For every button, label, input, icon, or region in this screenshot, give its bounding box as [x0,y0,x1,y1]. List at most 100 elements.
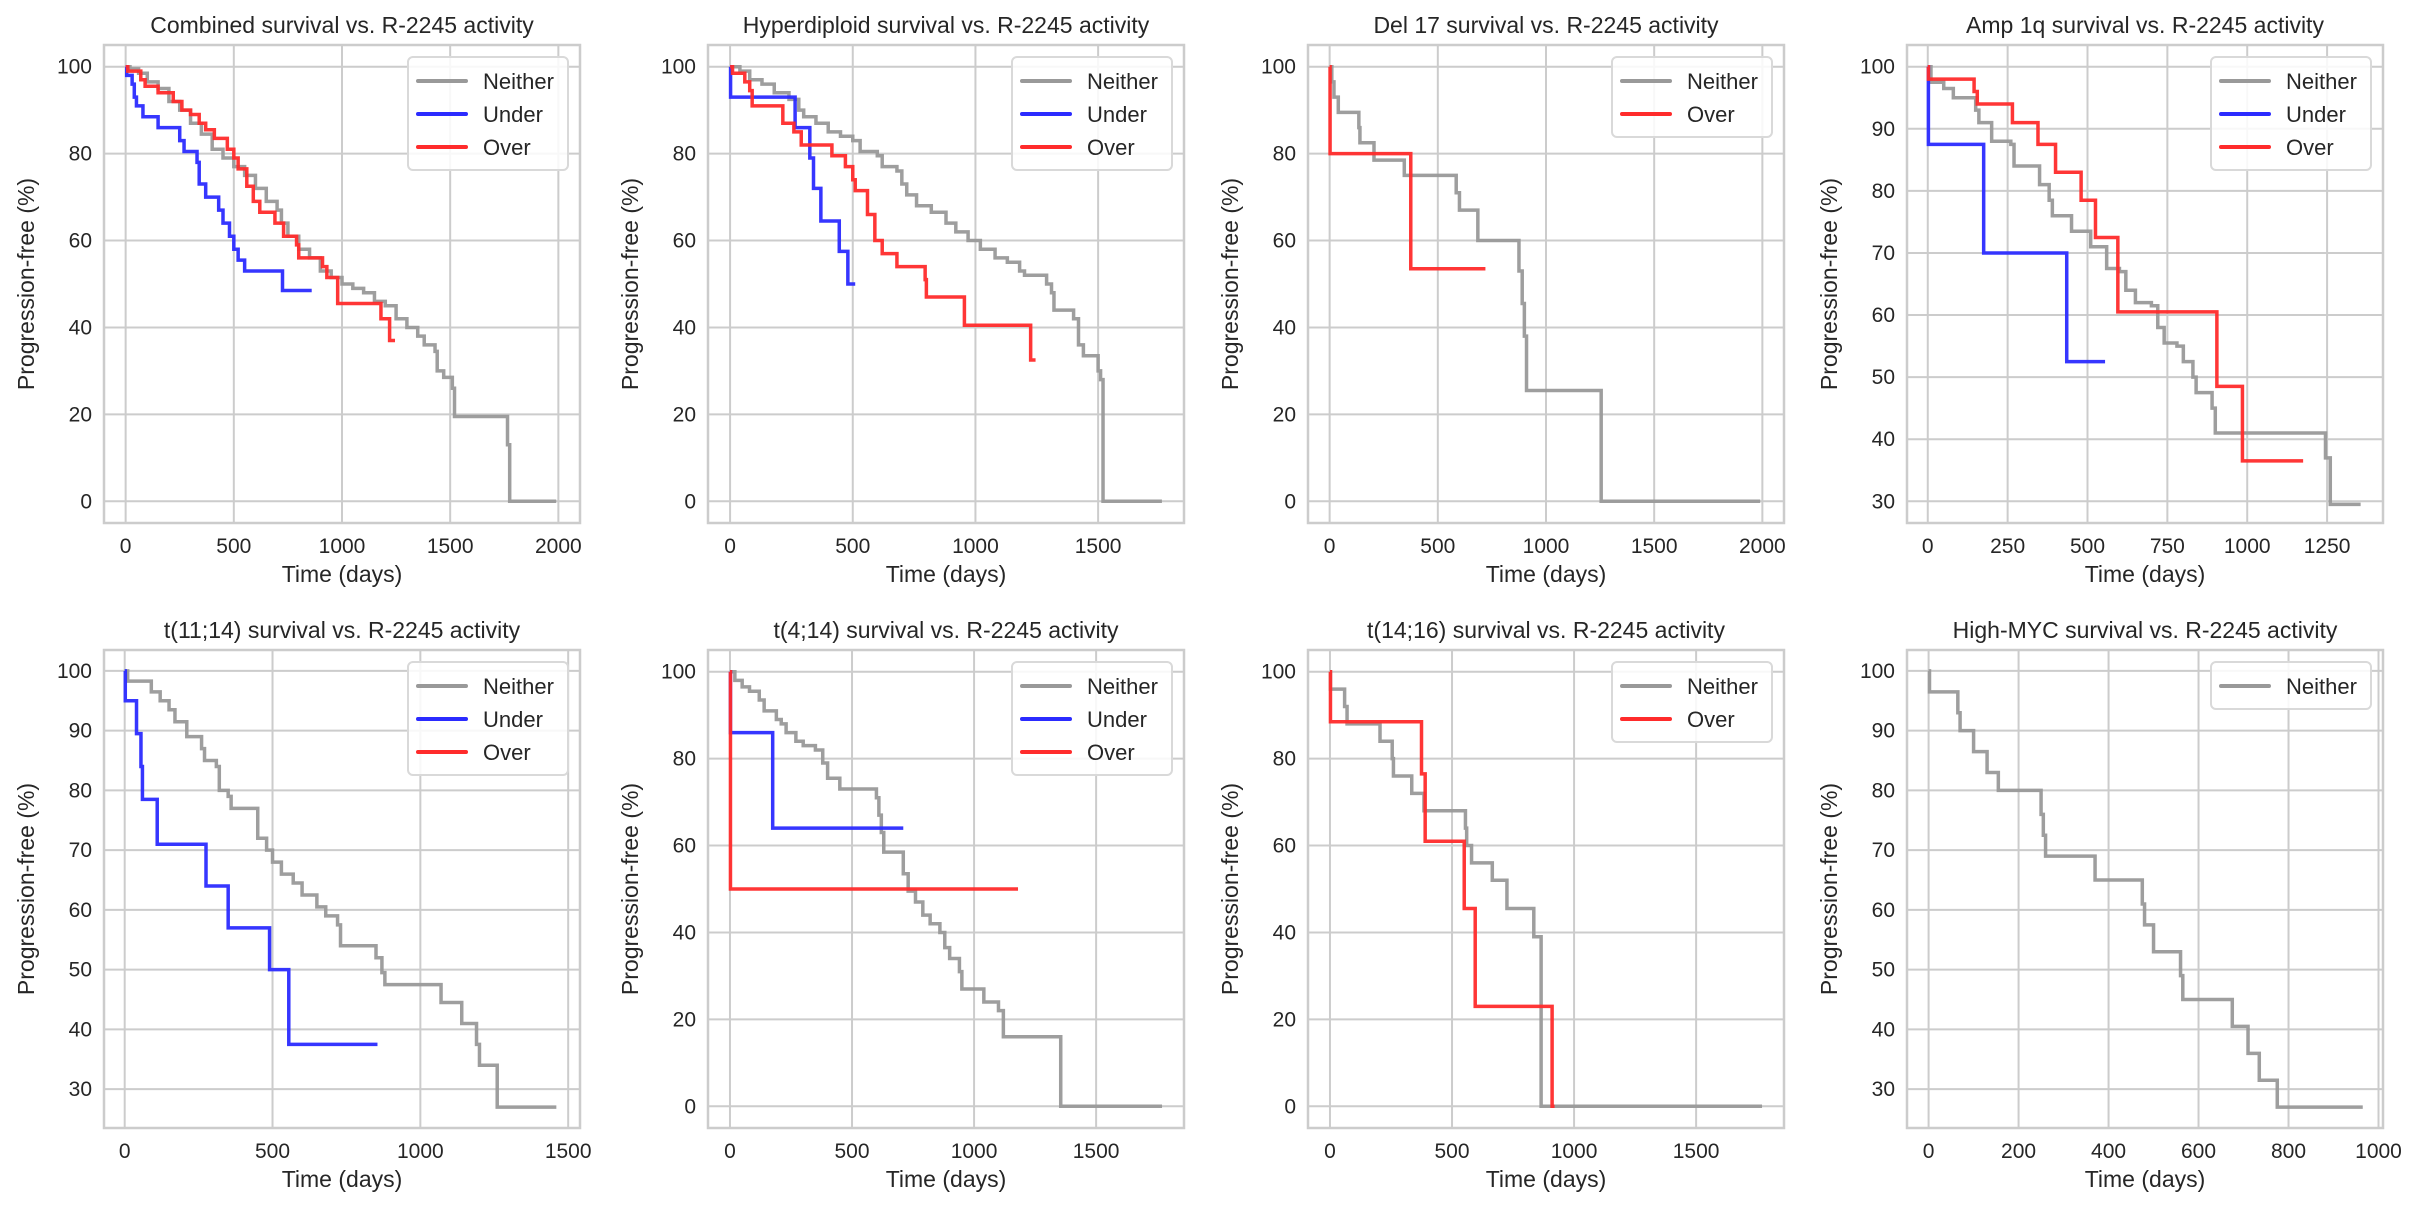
x-tick-label: 500 [834,1140,869,1163]
y-tick-label: 80 [69,143,92,166]
y-tick-label: 20 [673,403,696,426]
legend: Neither Over [1611,661,1773,743]
series-line-neither [729,669,1163,1109]
series-line-neither [1927,669,2363,1109]
y-tick-label: 100 [661,661,696,684]
legend-label-over: Over [1087,135,1135,160]
legend-label-over: Over [2286,135,2334,160]
x-tick-label: 1000 [397,1140,444,1163]
y-axis-label: Progression-free (%) [1217,178,1243,390]
y-tick-label: 80 [1872,180,1895,203]
series-line-over [1926,64,2304,463]
x-tick-label: 0 [120,535,132,558]
y-tick-label: 40 [69,1018,92,1041]
y-tick-label: 90 [69,720,92,743]
series-group [123,669,557,1109]
legend: Neither Over [1611,56,1773,138]
plot-frame [1306,43,1786,525]
series-group [124,64,557,504]
x-tick-label: 250 [1990,535,2025,558]
chart-panel-2: 0 500 1000 1500 0 20 40 60 80 100 Hyperdiploid sur… [617,12,1186,587]
x-tick-label: 1500 [1673,1140,1720,1163]
y-tick-label: 100 [57,56,92,79]
y-tick-label: 40 [1872,428,1895,451]
legend-label-neither: Neither [2286,674,2357,699]
chart-panel-8: 0 200 400 600 800 1000 30 40 50 60 70 80 90 100 High-M… [1816,617,2402,1192]
legend-box [1011,56,1173,171]
y-tick-label: 0 [684,1095,696,1118]
y-tick-label: 80 [673,748,696,771]
y-tick-label: 0 [1284,490,1296,513]
x-tick-label: 1000 [1523,535,1570,558]
plot-frame [102,648,582,1130]
x-axis-label: Time (days) [1486,1166,1607,1192]
series-group [1926,64,2361,507]
x-tick-label: 1500 [545,1140,592,1163]
legend: Neither Under Over [407,56,569,171]
series-line-over [1328,64,1486,271]
x-axis-label: Time (days) [282,561,403,587]
x-tick-label: 1000 [2224,535,2271,558]
x-axis-label: Time (days) [1486,561,1607,587]
y-tick-label: 100 [1860,56,1895,79]
legend-label-under: Under [2286,102,2346,127]
series-line-under [1926,64,2106,364]
x-tick-label: 1500 [1073,1140,1120,1163]
legend-label-under: Under [483,102,543,127]
y-tick-label: 20 [69,403,92,426]
y-tick-label: 60 [1273,835,1296,858]
legend-label-neither: Neither [483,69,554,94]
x-tick-label: 0 [724,1140,736,1163]
legend-label-neither: Neither [1687,674,1758,699]
x-tick-label: 1000 [1551,1140,1598,1163]
y-tick-label: 80 [1273,143,1296,166]
y-tick-label: 70 [69,839,92,862]
y-axis-label: Progression-free (%) [13,178,39,390]
y-tick-label: 40 [1872,1018,1895,1041]
y-tick-label: 90 [1872,720,1895,743]
y-tick-label: 60 [1273,230,1296,253]
y-tick-label: 0 [1284,1095,1296,1118]
y-tick-label: 40 [673,316,696,339]
y-axis-label: Progression-free (%) [1217,783,1243,995]
x-tick-label: 500 [1434,1140,1469,1163]
x-tick-label: 500 [255,1140,290,1163]
chart-panel-4: 0 250 500 750 1000 1250 30 40 50 60 70 80 90 100 Amp 1… [1816,12,2385,587]
plot-frame [706,648,1186,1130]
x-tick-label: 200 [2001,1140,2036,1163]
y-tick-label: 20 [1273,1008,1296,1031]
legend-box [407,56,569,171]
x-tick-label: 800 [2271,1140,2306,1163]
series-group [1328,64,1761,504]
y-tick-label: 100 [1860,660,1895,683]
legend-label-under: Under [483,707,543,732]
y-tick-label: 60 [673,230,696,253]
x-tick-label: 500 [216,535,251,558]
y-tick-label: 40 [69,316,92,339]
x-tick-label: 0 [724,535,736,558]
y-axis-label: Progression-free (%) [1816,783,1842,995]
series-group [728,64,1162,504]
legend-label-neither: Neither [1087,674,1158,699]
y-tick-label: 80 [1273,748,1296,771]
chart-panel-6: 0 500 1000 1500 0 20 40 60 80 100 t(4;14) survival… [617,617,1186,1192]
legend: Neither [2210,661,2372,710]
series-line-over [125,64,396,343]
y-tick-label: 70 [1872,242,1895,265]
legend: Neither Under Over [1011,56,1173,171]
plot-frame [1905,648,2385,1130]
y-tick-label: 100 [57,660,92,683]
x-axis-label: Time (days) [2085,1166,2206,1192]
y-tick-label: 80 [1872,779,1895,802]
series-line-neither [1329,64,1761,504]
series-line-under [123,669,378,1047]
plot-frame [102,43,582,525]
x-tick-label: 2000 [1739,535,1786,558]
legend-label-neither: Neither [1687,69,1758,94]
legend-label-under: Under [1087,707,1147,732]
x-tick-label: 0 [119,1140,131,1163]
y-tick-label: 20 [673,1008,696,1031]
plot-area [1907,650,2383,1128]
legend-box [2210,56,2372,171]
